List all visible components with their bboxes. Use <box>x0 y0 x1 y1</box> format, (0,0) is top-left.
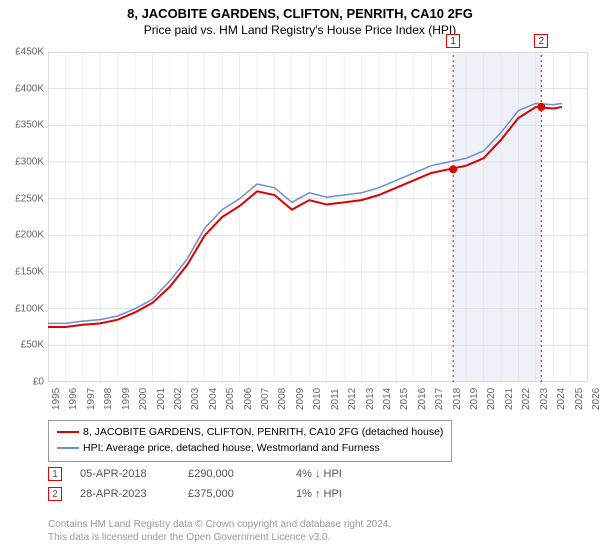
x-tick-label: 2005 <box>225 388 236 410</box>
row-price: £290,000 <box>188 468 278 480</box>
x-tick-label: 2001 <box>156 388 167 410</box>
chart-marker-label: 1 <box>446 34 460 48</box>
row-price: £375,000 <box>188 488 278 500</box>
x-tick-label: 2015 <box>399 388 410 410</box>
x-tick-label: 2017 <box>434 388 445 410</box>
x-tick-label: 2021 <box>504 388 515 410</box>
y-tick-label: £0 <box>33 377 44 388</box>
row-marker: 1 <box>48 467 62 481</box>
x-tick-label: 1997 <box>86 388 97 410</box>
y-tick-label: £50K <box>21 340 44 351</box>
x-tick-label: 2011 <box>330 388 341 410</box>
y-axis: £0£50K£100K£150K£200K£250K£300K£350K£400… <box>4 52 48 382</box>
x-tick-label: 2008 <box>277 388 288 410</box>
legend-label: HPI: Average price, detached house, West… <box>83 442 380 454</box>
x-tick-label: 2007 <box>260 388 271 410</box>
y-tick-label: £200K <box>15 230 44 241</box>
x-tick-label: 2006 <box>243 388 254 410</box>
x-tick-label: 2013 <box>365 388 376 410</box>
x-tick-label: 2026 <box>591 388 600 410</box>
y-tick-label: £150K <box>15 267 44 278</box>
data-table: 1 05-APR-2018 £290,000 4% ↓ HPI 2 28-APR… <box>48 464 386 504</box>
x-tick-label: 2000 <box>138 388 149 410</box>
y-tick-label: £350K <box>15 120 44 131</box>
x-tick-label: 2020 <box>486 388 497 410</box>
x-tick-label: 2024 <box>556 388 567 410</box>
x-tick-label: 2014 <box>382 388 393 410</box>
x-tick-label: 2010 <box>312 388 323 410</box>
y-tick-label: £450K <box>15 47 44 58</box>
legend-label: 8, JACOBITE GARDENS, CLIFTON, PENRITH, C… <box>83 426 443 438</box>
x-tick-label: 2023 <box>539 388 550 410</box>
legend-box: 8, JACOBITE GARDENS, CLIFTON, PENRITH, C… <box>48 420 452 462</box>
table-row: 1 05-APR-2018 £290,000 4% ↓ HPI <box>48 464 386 484</box>
y-tick-label: £300K <box>15 157 44 168</box>
legend-item: 8, JACOBITE GARDENS, CLIFTON, PENRITH, C… <box>57 425 443 441</box>
table-row: 2 28-APR-2023 £375,000 1% ↑ HPI <box>48 484 386 504</box>
y-tick-label: £400K <box>15 83 44 94</box>
x-tick-label: 2009 <box>295 388 306 410</box>
y-tick-label: £250K <box>15 193 44 204</box>
x-tick-label: 2012 <box>347 388 358 410</box>
x-tick-label: 2002 <box>173 388 184 410</box>
page-title: 8, JACOBITE GARDENS, CLIFTON, PENRITH, C… <box>0 0 600 21</box>
chart-plot <box>48 52 588 382</box>
x-tick-label: 2019 <box>469 388 480 410</box>
x-tick-label: 1996 <box>68 388 79 410</box>
chart: £0£50K£100K£150K£200K£250K£300K£350K£400… <box>48 52 588 412</box>
row-delta: 1% ↑ HPI <box>296 488 386 500</box>
x-tick-label: 2022 <box>521 388 532 410</box>
x-tick-label: 2003 <box>190 388 201 410</box>
footer-line-2: This data is licensed under the Open Gov… <box>48 531 391 544</box>
x-tick-label: 1995 <box>51 388 62 410</box>
footer-line-1: Contains HM Land Registry data © Crown c… <box>48 518 391 531</box>
row-date: 28-APR-2023 <box>80 488 170 500</box>
row-date: 05-APR-2018 <box>80 468 170 480</box>
row-delta: 4% ↓ HPI <box>296 468 386 480</box>
page-subtitle: Price paid vs. HM Land Registry's House … <box>0 21 600 43</box>
x-tick-label: 2016 <box>417 388 428 410</box>
x-tick-label: 1999 <box>121 388 132 410</box>
x-tick-label: 1998 <box>103 388 114 410</box>
y-tick-label: £100K <box>15 303 44 314</box>
x-tick-label: 2025 <box>574 388 585 410</box>
row-marker: 2 <box>48 487 62 501</box>
legend: 8, JACOBITE GARDENS, CLIFTON, PENRITH, C… <box>48 420 588 462</box>
chart-marker-label: 2 <box>534 34 548 48</box>
x-tick-label: 2004 <box>208 388 219 410</box>
footer: Contains HM Land Registry data © Crown c… <box>48 518 391 544</box>
legend-item: HPI: Average price, detached house, West… <box>57 441 443 457</box>
x-axis: 1995 1996 1997 1998 1999 2000 2001 2002 2003 2004… <box>48 382 588 412</box>
x-tick-label: 2018 <box>452 388 463 410</box>
